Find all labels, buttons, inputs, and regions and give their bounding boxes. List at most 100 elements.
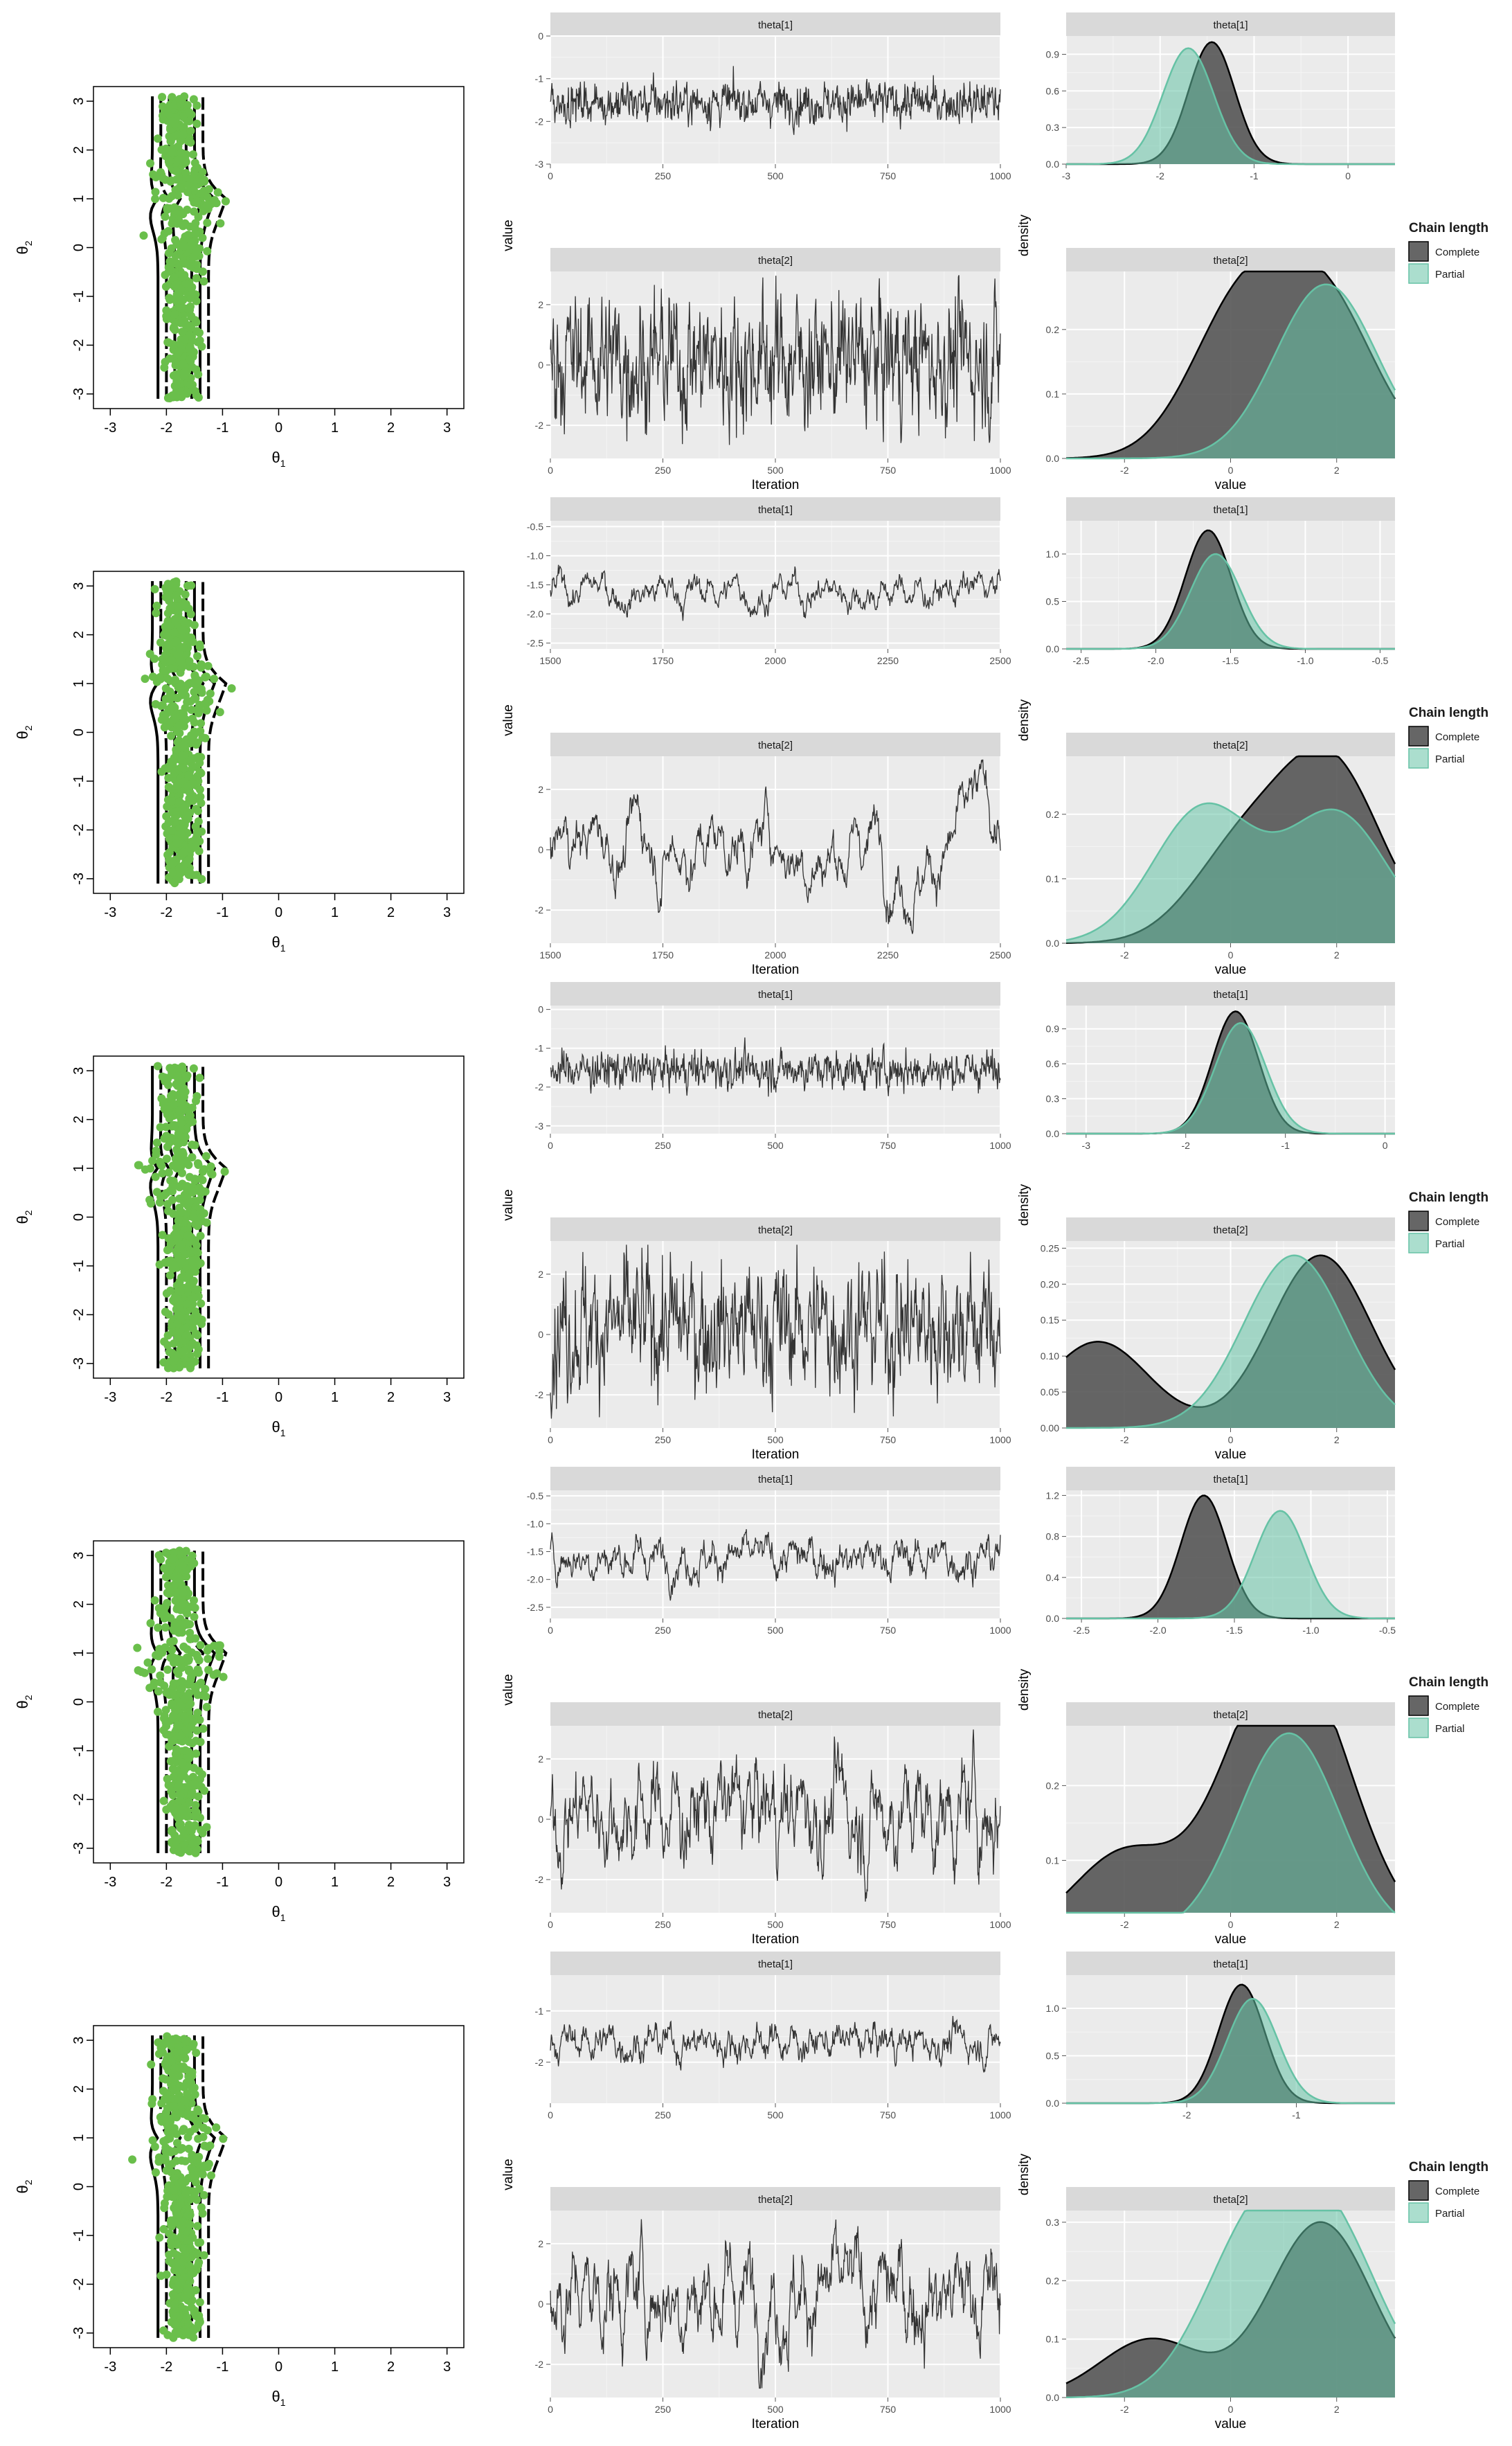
legend-key [1408,1233,1429,1253]
data-point [165,2257,174,2265]
scatter-frame [93,2025,465,2348]
facet-label: theta[1] [758,19,793,31]
data-point [174,1216,183,1225]
data-point [148,2095,157,2104]
data-point [170,2192,179,2201]
x-tick-label: 1 [331,420,339,436]
data-point [179,1600,188,1608]
x-tick-label: -3 [104,1875,116,1890]
data-point [156,638,165,647]
data-point [160,1134,169,1143]
data-point [159,1796,168,1805]
data-point [170,310,179,319]
legend-key [1408,263,1429,284]
data-point [186,1780,195,1789]
data-point [164,2145,173,2154]
data-point [145,650,154,659]
x-tick-label: 750 [880,2404,897,2415]
data-point [178,273,187,282]
y-axis-label-main: θ [14,1700,31,1708]
data-point [190,186,198,195]
x-tick-label: 250 [655,170,672,181]
data-point [181,2326,190,2335]
data-point [177,1702,186,1710]
data-point [185,1269,193,1278]
y-axis-label-sub: 2 [23,1695,34,1700]
data-point [172,636,181,645]
data-point [197,685,206,693]
partial-density-line [1066,1510,1395,1620]
facet-strip [550,497,1000,521]
data-point [168,1554,177,1562]
x-tick-label: 750 [880,1434,897,1445]
legend-title: Chain length [1409,2160,1488,2175]
data-point [192,318,201,327]
x-tick-label: 0 [1228,1434,1234,1445]
data-point [181,154,190,163]
density-y-label: density [1017,1668,1032,1711]
legend-label: Complete [1435,731,1479,743]
facet-label: theta[1] [758,1958,793,1970]
x-axis-label: θ1 [271,449,285,469]
data-point [175,95,184,104]
data-point [155,673,164,682]
data-point [167,2114,176,2123]
data-point [181,334,189,343]
x-tick-label: 750 [880,1140,897,1151]
data-point [170,2086,179,2095]
x-tick-label: -2 [160,1390,172,1405]
data-point [176,1304,184,1313]
density-plot: theta[1] 0.0 0.5 1.0 -2 -1 theta[2] 0.0 0.1 0.2 0.… [1017,1952,1396,2431]
data-point [160,1564,169,1573]
legend-label: Partial [1435,269,1465,280]
data-point [181,2189,190,2198]
data-point [169,132,178,141]
data-point [181,590,190,599]
x-tick-label: 0 [548,465,553,476]
data-point [181,2036,190,2045]
data-point [220,1167,229,1176]
data-point [212,2123,221,2132]
data-point [159,1726,168,1735]
data-point [146,1618,155,1627]
data-point [168,192,177,201]
data-point [174,1574,183,1583]
data-point [215,708,224,717]
y-tick-label: 0.9 [1046,1024,1060,1035]
x-tick-label: -2 [160,905,172,920]
data-point [174,347,183,356]
data-point [176,1791,185,1800]
y-tick-label: -2 [535,1082,544,1093]
data-point [188,1117,197,1126]
x-tick-label: 0 [548,170,553,181]
data-point [163,621,172,630]
data-point [181,2246,190,2255]
scatter-frame [93,571,465,894]
data-point [202,706,211,715]
x-tick-label: -1 [217,1390,229,1405]
trace-x-label: Iteration [752,963,800,977]
x-tick-label: 3 [443,1875,451,1890]
data-point [168,1827,176,1836]
y-tick-label: -1.5 [527,1546,543,1557]
data-point [163,2123,172,2132]
data-point [170,1100,179,1109]
data-point [161,2075,170,2084]
x-tick-label: 1750 [652,655,674,666]
data-point [179,242,188,251]
y-tick-label: 0.05 [1041,1386,1059,1398]
x-tick-label: 1000 [989,2404,1011,2415]
x-tick-label: 2500 [989,949,1011,961]
data-point [222,197,230,206]
complete-density-area [1066,42,1395,164]
y-tick-label: 0.25 [1041,1242,1059,1253]
data-point [192,828,201,837]
x-axis-label: θ1 [271,934,285,954]
data-point [199,2190,208,2199]
x-tick-label: 3 [443,905,451,920]
data-point [183,1231,192,1240]
data-point [169,1711,177,1720]
x-tick-label: 2500 [989,655,1011,666]
data-point [186,1634,195,1643]
y-tick-label: 0.0 [1046,643,1060,654]
